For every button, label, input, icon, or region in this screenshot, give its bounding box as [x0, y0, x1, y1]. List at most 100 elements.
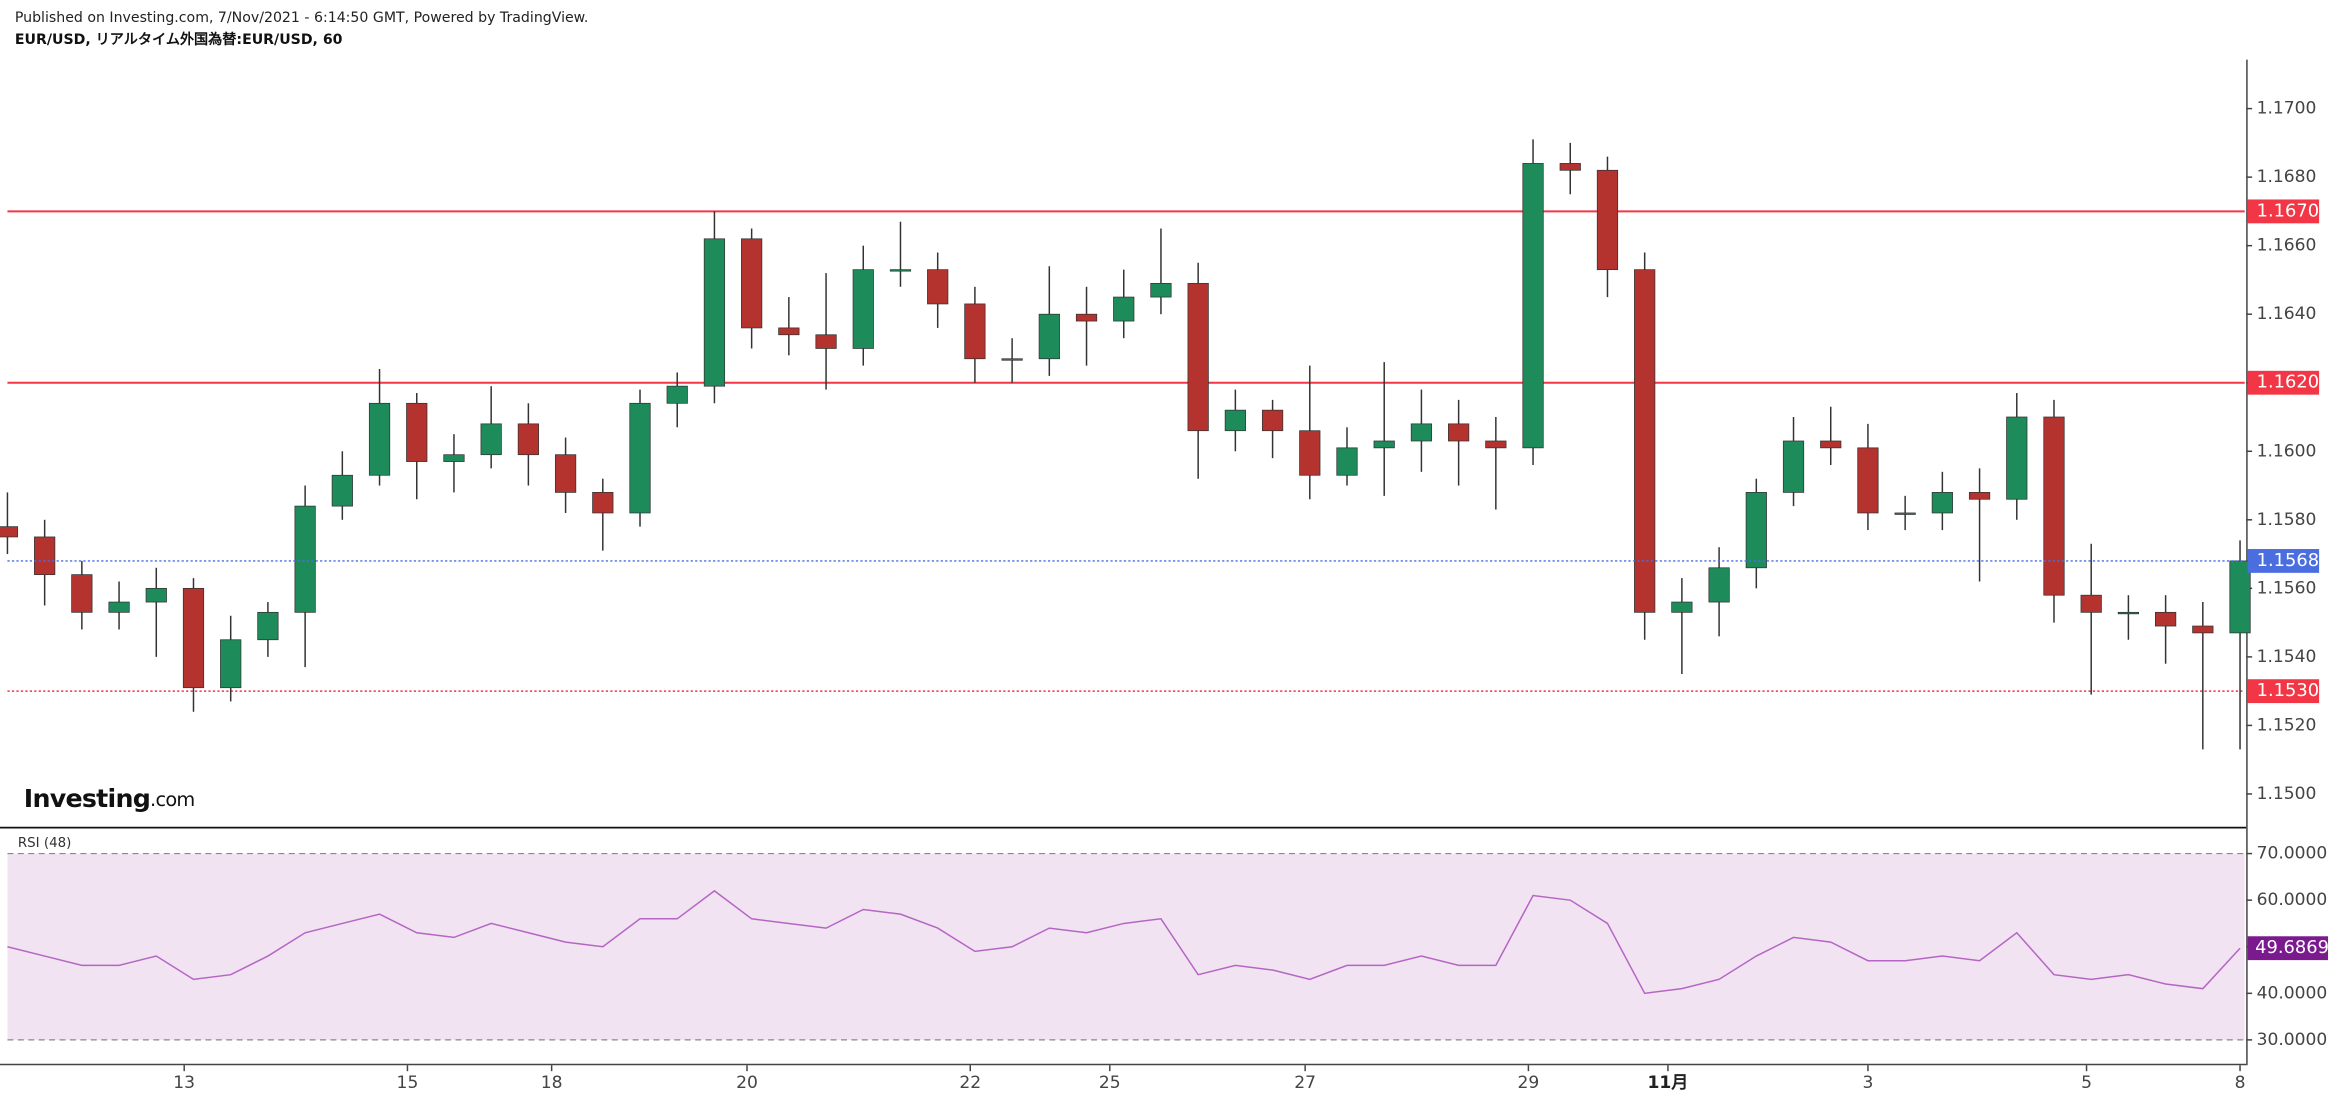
- candle-body: [480, 423, 502, 456]
- x-tick-label: 22: [959, 1073, 981, 1093]
- level-label: 1.1620: [2257, 372, 2319, 393]
- candle-body: [1634, 269, 1656, 613]
- candle-body: [2006, 416, 2028, 500]
- candle-body: [1671, 601, 1693, 613]
- candle-body: [2155, 611, 2177, 627]
- x-tick-label: 3: [1862, 1073, 1873, 1093]
- y-tick-label: 1.1520: [2257, 715, 2317, 735]
- candle-body: [852, 269, 874, 349]
- candle-body: [629, 402, 651, 514]
- y-tick-label: 1.1580: [2257, 510, 2317, 530]
- y-tick-label: 1.1680: [2257, 167, 2317, 187]
- candle-body: [778, 327, 800, 336]
- y-tick-label: 1.1560: [2257, 578, 2317, 598]
- candle-body: [1113, 296, 1135, 322]
- candle-body: [1410, 423, 1433, 442]
- level-label-box: [2247, 679, 2320, 704]
- y-tick-label: 60.0000: [2257, 890, 2328, 910]
- candle-body: [815, 334, 837, 349]
- candle-body: [1336, 447, 1358, 476]
- candle-body: [1299, 430, 1321, 476]
- candle-body: [2192, 625, 2214, 634]
- candle-body: [108, 601, 130, 613]
- logo: Investing.com: [24, 784, 195, 813]
- candle-body: [1448, 423, 1470, 442]
- level-label: 1.1670: [2257, 200, 2319, 221]
- x-tick-label: 20: [736, 1073, 758, 1093]
- y-tick-label: 1.1660: [2257, 236, 2317, 256]
- candle-body: [1150, 282, 1172, 298]
- last-price-label: 1.1568: [2257, 550, 2319, 571]
- candle-body: [1187, 282, 1209, 432]
- candle-body: [1968, 492, 1991, 500]
- candle-body: [145, 587, 167, 603]
- logo-main: Investing: [24, 784, 150, 813]
- candle-body: [331, 474, 353, 507]
- candle-body: [406, 402, 428, 462]
- rsi-last-box: [2247, 936, 2329, 961]
- x-tick-label: 27: [1294, 1073, 1316, 1093]
- candle-body: [1931, 492, 1953, 514]
- x-tick-label: 13: [173, 1073, 195, 1093]
- candle-body: [1485, 440, 1507, 449]
- candle-body: [1596, 169, 1619, 271]
- candle-body: [1224, 409, 1246, 432]
- candle-body: [889, 269, 912, 272]
- candle-body: [1373, 440, 1395, 449]
- rsi-last-label: 49.6869: [2255, 937, 2329, 958]
- candle-body: [71, 574, 93, 613]
- published-note: Published on Investing.com, 7/Nov/2021 -…: [15, 10, 589, 26]
- candle-body: [666, 385, 688, 404]
- y-tick-label: 70.0000: [2257, 844, 2328, 864]
- candle-body: [2117, 611, 2140, 615]
- candle-body: [1038, 313, 1060, 360]
- y-tick-label: 1.1540: [2257, 647, 2317, 667]
- candle-body: [703, 238, 726, 387]
- candle-body: [2229, 560, 2251, 634]
- rsi-band: [7, 853, 2245, 1040]
- candle-body: [1894, 512, 1916, 515]
- candle-body: [1857, 447, 1879, 514]
- candle-body: [964, 303, 986, 360]
- candle-body: [443, 454, 465, 462]
- level-label-box: [2247, 370, 2320, 395]
- level-label-box: [2247, 199, 2320, 224]
- candle-body: [182, 587, 205, 689]
- candle-body: [1522, 163, 1544, 449]
- logo-suffix: .com: [150, 788, 194, 811]
- candle-body: [1001, 358, 1023, 361]
- candle-body: [2080, 594, 2102, 613]
- candle-body: [368, 402, 391, 476]
- y-tick-label: 1.1700: [2257, 99, 2317, 119]
- x-tick-label: 8: [2235, 1073, 2246, 1093]
- rsi-line: [7, 889, 2241, 995]
- candle-body: [1820, 440, 1842, 449]
- x-tick-label: 29: [1518, 1073, 1540, 1093]
- x-tick-label: 15: [397, 1073, 419, 1093]
- candle-body: [1559, 163, 1581, 171]
- candle-body: [1708, 567, 1730, 603]
- y-tick-label: 1.1640: [2257, 304, 2317, 324]
- candle-body: [220, 639, 242, 689]
- y-tick-label: 1.1600: [2257, 441, 2317, 461]
- y-tick-label: 1.1500: [2257, 784, 2317, 804]
- symbol-title: EUR/USD, リアルタイム外国為替:EUR/USD, 60: [15, 31, 343, 48]
- candle-body: [34, 536, 56, 576]
- x-tick-label: 18: [541, 1073, 563, 1093]
- y-tick-label: 30.0000: [2257, 1030, 2328, 1050]
- candle-body: [1782, 440, 1805, 493]
- candle-body: [2043, 416, 2065, 596]
- candle-body: [0, 526, 19, 538]
- candle-body: [294, 505, 316, 613]
- candle-body: [1261, 409, 1284, 432]
- candle-body: [257, 611, 279, 641]
- level-label: 1.1530: [2257, 680, 2319, 701]
- rsi-title: RSI (48): [18, 836, 71, 851]
- x-tick-label: 5: [2081, 1073, 2092, 1093]
- candle-body: [1745, 492, 1767, 569]
- candle-body: [741, 238, 763, 329]
- candle-body: [517, 423, 539, 456]
- last-price-box: [2247, 549, 2320, 573]
